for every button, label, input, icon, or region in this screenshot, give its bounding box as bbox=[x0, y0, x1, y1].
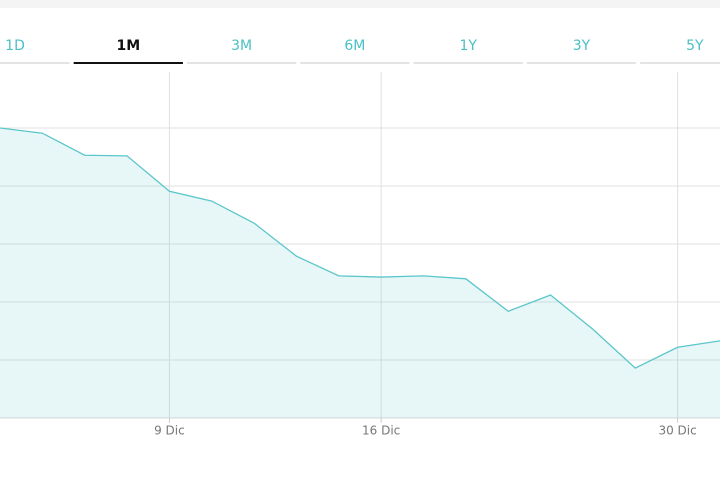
x-tick-label: 9 Dic bbox=[154, 424, 185, 438]
tab-label[interactable]: 1D bbox=[5, 38, 25, 54]
price-line bbox=[0, 127, 720, 369]
tab-label[interactable]: 3M bbox=[231, 38, 252, 54]
area-fill bbox=[0, 128, 720, 418]
tab-label[interactable]: 6M bbox=[344, 38, 365, 54]
x-tick-label: 16 Dic bbox=[362, 424, 400, 438]
tab-label[interactable]: 1Y bbox=[459, 38, 477, 54]
top-strip bbox=[0, 0, 720, 8]
tab-label[interactable]: 5Y bbox=[686, 38, 704, 54]
x-tick-label: 30 Dic bbox=[658, 424, 696, 438]
tab-label[interactable]: 1M bbox=[116, 38, 140, 54]
tab-label[interactable]: 3Y bbox=[573, 38, 591, 54]
